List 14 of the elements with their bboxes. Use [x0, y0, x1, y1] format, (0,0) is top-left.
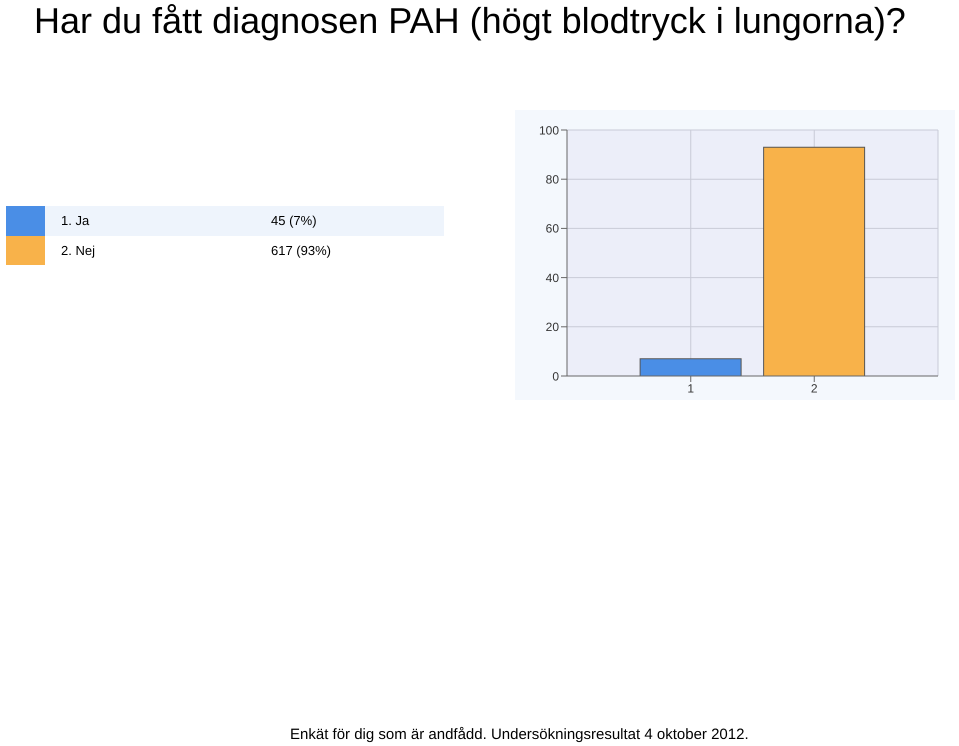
- y-tick-label: 0: [552, 369, 560, 384]
- text: 617 (93%): [271, 242, 331, 258]
- legend-label: 1. Ja: [60, 213, 90, 228]
- y-tick-label: 80: [546, 172, 560, 186]
- text: Enkät för dig som är andfådd. Undersökningsresultat 4 oktober 2012.: [290, 726, 749, 743]
- y-tick-label: 100: [538, 123, 560, 138]
- y-tick-label: 60: [546, 222, 560, 236]
- text: 45 (7%): [271, 213, 317, 228]
- legend-label: 2. Nej: [60, 242, 96, 258]
- chart-title: Har du fått diagnosen PAH (högt blodtryck i lungorna)?: [34, 0, 906, 42]
- y-tick-label: 40: [546, 270, 560, 285]
- y-tick-label: 20: [546, 320, 560, 334]
- x-tick-label: 2: [810, 382, 818, 396]
- x-tick-label: 1: [687, 382, 694, 396]
